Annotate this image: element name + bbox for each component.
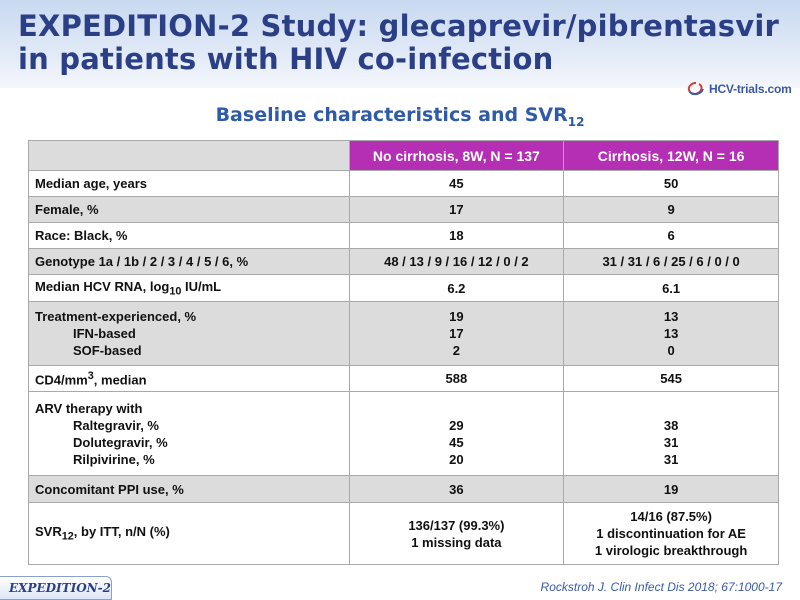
slide-subtitle: Baseline characteristics and SVR12 (0, 104, 800, 129)
table-row: ARV therapy with Raltegravir, % Dolutegr… (28, 391, 779, 476)
cell-line: 19 (449, 309, 464, 324)
cell-line: 17 (449, 326, 464, 341)
table-row: CD4/mm3, median 588 545 (28, 365, 779, 392)
table-row: Median age, years 45 50 (28, 170, 779, 197)
cell-value: 6 (563, 222, 779, 249)
cell-value: 588 (348, 365, 565, 392)
cell-line: 45 (449, 434, 464, 450)
label-text: Median HCV RNA, log (35, 278, 170, 294)
cell-line: 38 (663, 417, 679, 433)
cell-value: 31 / 31 / 6 / 25 / 6 / 0 / 0 (563, 248, 779, 275)
cell-value: 17 (348, 196, 565, 223)
cell-line: 136/137 (99.3%) (408, 517, 505, 533)
row-label: Race: Black, % (28, 222, 350, 249)
cell-line: 13 (663, 309, 679, 324)
cell-line: 2 (452, 343, 460, 358)
subtitle-text: Baseline characteristics and SVR (215, 104, 568, 126)
row-label-main: ARV therapy with (35, 400, 143, 416)
table-row: Race: Black, % 18 6 (28, 222, 779, 249)
label-text: , by ITT, n/N (%) (73, 524, 170, 540)
cell-value: 136/137 (99.3%) 1 missing data (348, 502, 565, 565)
table-row: Genotype 1a / 1b / 2 / 3 / 4 / 5 / 6, % … (28, 248, 779, 275)
row-label-main: Treatment-experienced, % (35, 309, 197, 324)
label-text: SVR (35, 524, 62, 540)
cell-line: 1 discontinuation for AE (596, 526, 746, 541)
cell-value: 19 17 2 (348, 301, 565, 366)
label-subscript: 12 (61, 530, 74, 543)
row-label-sub: SOF-based (73, 343, 142, 358)
row-label: SVR12, by ITT, n/N (%) (28, 502, 350, 565)
row-label: Median age, years (28, 170, 350, 197)
cell-value: 29 45 20 (348, 391, 565, 476)
baseline-table: No cirrhosis, 8W, N = 137 Cirrhosis, 12W… (28, 140, 779, 565)
cell-value: 6.1 (563, 274, 779, 302)
cell-line: 31 (663, 451, 679, 467)
corner-cell (28, 140, 350, 171)
hcv-trials-logo: HCV-trials.com (686, 80, 792, 98)
row-label-sub: IFN-based (73, 326, 136, 341)
table-row: Female, % 17 9 (28, 196, 779, 223)
title-line-1: EXPEDITION-2 Study: glecaprevir/pibrenta… (18, 9, 779, 43)
table-row: Concomitant PPI use, % 36 19 (28, 475, 779, 503)
cell-value: 9 (563, 196, 779, 223)
cell-value: 6.2 (348, 274, 565, 302)
row-label: Median HCV RNA, log10 IU/mL (28, 274, 350, 302)
label-subscript: 10 (169, 285, 182, 298)
table-row: Treatment-experienced, % IFN-based SOF-b… (28, 301, 779, 366)
cell-value: 36 (348, 475, 565, 503)
row-label: ARV therapy with Raltegravir, % Dolutegr… (28, 391, 350, 476)
row-label: Female, % (28, 196, 350, 223)
column-header-cirrhosis: Cirrhosis, 12W, N = 16 (563, 140, 779, 171)
cell-value: 50 (563, 170, 779, 197)
cell-value: 13 13 0 (563, 301, 779, 366)
cell-value: 48 / 13 / 9 / 16 / 12 / 0 / 2 (348, 248, 565, 275)
row-label: Concomitant PPI use, % (28, 475, 350, 503)
header-row: No cirrhosis, 8W, N = 137 Cirrhosis, 12W… (28, 140, 779, 171)
cell-value: 45 (348, 170, 565, 197)
subtitle-subscript: 12 (567, 114, 585, 129)
cell-value: 38 31 31 (563, 391, 779, 476)
cell-line: 1 virologic breakthrough (594, 543, 748, 558)
row-label-sub: Dolutegravir, % (73, 434, 168, 450)
row-label-sub: Raltegravir, % (73, 417, 159, 433)
slide-title: EXPEDITION-2 Study: glecaprevir/pibrenta… (18, 10, 788, 76)
column-header-no-cirrhosis: No cirrhosis, 8W, N = 137 (348, 140, 565, 171)
logo-text: HCV-trials.com (709, 82, 792, 96)
logo-icon (687, 82, 704, 96)
label-text: IU/mL (181, 278, 222, 294)
table-row: SVR12, by ITT, n/N (%) 136/137 (99.3%) 1… (28, 502, 779, 565)
cell-value: 14/16 (87.5%) 1 discontinuation for AE 1… (563, 502, 779, 565)
label-text: , median (93, 372, 147, 388)
cell-value: 18 (348, 222, 565, 249)
citation: Rockstroh J. Clin Infect Dis 2018; 67:10… (540, 580, 782, 594)
label-superscript: 3 (87, 369, 94, 382)
cell-line: 31 (663, 434, 679, 450)
row-label: Genotype 1a / 1b / 2 / 3 / 4 / 5 / 6, % (28, 248, 350, 275)
row-label: CD4/mm3, median (28, 365, 350, 392)
title-line-2: in patients with HIV co-infection (18, 42, 554, 76)
study-tag: EXPEDITION-2 (0, 576, 112, 600)
cell-line: 13 (663, 326, 679, 341)
row-label-sub: Rilpivirine, % (73, 451, 155, 467)
cell-line: 20 (449, 451, 464, 467)
cell-line: 14/16 (87.5%) (630, 509, 712, 524)
cell-line: 0 (667, 343, 675, 358)
row-label: Treatment-experienced, % IFN-based SOF-b… (28, 301, 350, 366)
cell-line: 29 (449, 417, 464, 433)
label-text: CD4/mm (35, 372, 88, 388)
table-row: Median HCV RNA, log10 IU/mL 6.2 6.1 (28, 274, 779, 302)
title-band (0, 0, 800, 88)
cell-line: 1 missing data (411, 534, 502, 550)
cell-value: 19 (563, 475, 779, 503)
cell-value: 545 (563, 365, 779, 392)
